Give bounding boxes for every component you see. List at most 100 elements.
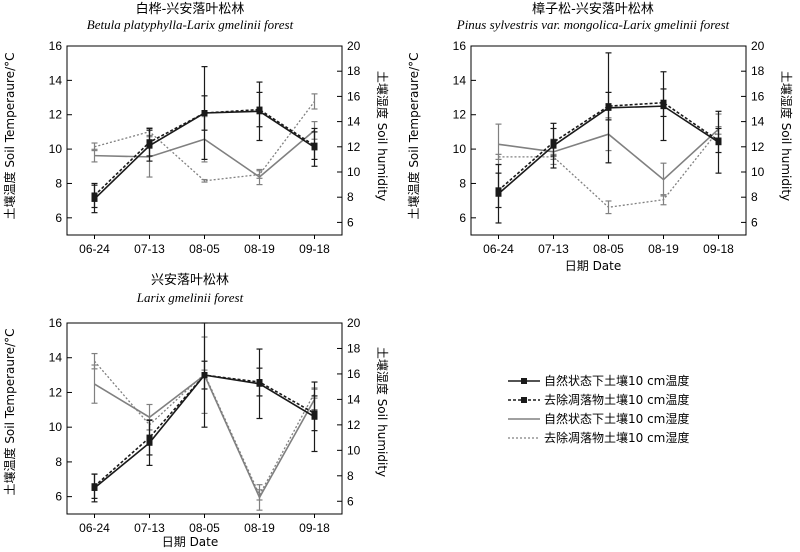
data-point-nat_t — [201, 110, 208, 117]
y-tick-label-left: 12 — [49, 385, 63, 399]
panel-title: 樟子松-兴安落叶松林 — [532, 2, 654, 17]
y-axis-label-left: 土壤温度 Soil Temperaure/°C — [2, 329, 17, 496]
y-tick-label-right: 18 — [751, 64, 765, 78]
series-line-rem_t — [497, 101, 719, 191]
x-tick-label: 07-13 — [134, 242, 165, 256]
y-tick-label-right: 16 — [751, 89, 765, 103]
legend: 自然状态下土壤10 cm温度 去除凋落物土壤10 cm温度 自然状态下土壤10 … — [508, 373, 689, 445]
y-tick-label-right: 10 — [347, 165, 361, 179]
y-tick-label-left: 10 — [49, 142, 63, 156]
legend-entry-rem-temp: 去除凋落物土壤10 cm温度 — [508, 392, 689, 407]
data-point-nat_t — [146, 439, 153, 446]
x-tick-label: 07-13 — [134, 521, 165, 535]
x-axis-label: 日期 Date — [565, 259, 622, 273]
y-tick-label-left: 16 — [49, 39, 63, 53]
panel-subtitle: Pinus sylvestris var. mongolica-Larix gm… — [456, 17, 730, 32]
x-tick-label: 08-19 — [244, 242, 275, 256]
data-point-nat_t — [91, 484, 98, 491]
plot-area: 6 8 10 12 14 16 6 8 10 12 14 16 18 20 06-24 07-13 08-05 0… — [453, 39, 765, 256]
x-tick-label: 08-19 — [648, 242, 679, 256]
y-tick-label-right: 6 — [751, 215, 758, 229]
legend-entry-rem-humidity: 去除凋落物土壤10 cm湿度 — [508, 430, 689, 445]
series-line-rem_t — [93, 108, 315, 197]
y-tick-label-right: 18 — [347, 341, 361, 355]
x-axis-label: 日期 Date — [162, 535, 219, 549]
x-tick-label: 09-18 — [299, 242, 330, 256]
data-point-nat_t — [146, 142, 153, 149]
y-tick-label-left: 10 — [453, 142, 467, 156]
y-tick-label-left: 16 — [49, 316, 63, 330]
plot-area: 6 8 10 12 14 16 6 8 10 12 14 16 18 20 06-24 07-13 08-05 0… — [49, 316, 361, 535]
y-tick-label-right: 14 — [347, 392, 361, 406]
panel-title: 兴安落叶松林 — [151, 273, 229, 288]
plot-area: 6 8 10 12 14 16 6 8 10 12 14 16 18 20 06-24 07-13 08-05 0… — [49, 39, 361, 256]
y-tick-label-right: 6 — [347, 494, 354, 508]
legend-label: 自然状态下土壤10 cm温度 — [544, 373, 689, 388]
y-tick-label-left: 6 — [459, 211, 466, 225]
y-tick-label-right: 8 — [751, 190, 758, 204]
y-tick-label-right: 8 — [347, 190, 354, 204]
data-point-nat_t — [715, 139, 722, 146]
y-tick-label-right: 14 — [751, 115, 765, 129]
legend-marker — [521, 378, 527, 384]
series-line-rem_h — [94, 101, 316, 182]
y-tick-label-left: 10 — [49, 420, 63, 434]
y-tick-label-left: 8 — [55, 455, 62, 469]
data-point-nat_t — [311, 144, 318, 151]
y-axis-label-right: 土壤湿度 Soil humidity — [375, 71, 390, 201]
y-tick-label-right: 12 — [751, 140, 765, 154]
y-tick-label-left: 14 — [453, 73, 467, 87]
data-point-nat_t — [91, 195, 98, 202]
y-tick-label-left: 12 — [453, 108, 467, 122]
data-point-nat_t — [660, 103, 667, 110]
y-axis-label-left: 土壤温度 Soil Temperaure/°C — [2, 53, 17, 220]
x-tick-label: 08-05 — [189, 242, 220, 256]
data-point-nat_t — [311, 413, 318, 420]
panel-subtitle: Larix gmelinii forest — [136, 290, 244, 305]
legend-label: 自然状态下土壤10 cm湿度 — [544, 411, 689, 426]
panel-subtitle: Betula platyphylla-Larix gmelinii forest — [87, 17, 294, 32]
y-tick-label-right: 20 — [347, 39, 361, 53]
x-tick-label: 07-13 — [538, 242, 569, 256]
y-tick-label-left: 8 — [55, 176, 62, 190]
y-tick-label-right: 12 — [347, 140, 361, 154]
y-tick-label-right: 14 — [347, 115, 361, 129]
data-point-nat_t — [256, 108, 263, 115]
y-tick-label-left: 16 — [453, 39, 467, 53]
x-tick-label: 08-19 — [244, 521, 275, 535]
legend-entry-nat-temp: 自然状态下土壤10 cm温度 — [508, 373, 689, 388]
y-tick-label-right: 10 — [347, 443, 361, 457]
x-tick-label: 08-05 — [189, 521, 220, 535]
x-tick-label: 06-24 — [79, 521, 110, 535]
y-tick-label-right: 12 — [347, 418, 361, 432]
y-tick-label-right: 8 — [347, 469, 354, 483]
x-tick-label: 08-05 — [593, 242, 624, 256]
y-tick-label-right: 16 — [347, 367, 361, 381]
y-tick-label-right: 20 — [751, 39, 765, 53]
x-tick-label: 09-18 — [703, 242, 734, 256]
data-point-nat_t — [605, 104, 612, 111]
x-tick-label: 06-24 — [79, 242, 110, 256]
legend-label: 去除凋落物土壤10 cm湿度 — [544, 430, 689, 445]
x-tick-label: 06-24 — [483, 242, 514, 256]
legend-marker — [521, 397, 527, 403]
panel-pinus-larix: 樟子松-兴安落叶松林 Pinus sylvestris var. mongoli… — [406, 2, 794, 273]
y-tick-label-left: 8 — [459, 176, 466, 190]
y-axis-label-right: 土壤湿度 Soil humidity — [779, 71, 794, 201]
y-tick-label-right: 18 — [347, 64, 361, 78]
legend-entry-nat-humidity: 自然状态下土壤10 cm湿度 — [508, 411, 689, 426]
y-tick-label-right: 10 — [751, 165, 765, 179]
panel-larix: 兴安落叶松林 Larix gmelinii forest 土壤温度 Soil T… — [2, 273, 390, 549]
panel-title: 白桦-兴安落叶松林 — [136, 1, 245, 17]
y-tick-label-right: 20 — [347, 316, 361, 330]
x-tick-label: 09-18 — [299, 521, 330, 535]
data-point-nat_t — [201, 372, 208, 379]
data-point-nat_t — [256, 380, 263, 387]
y-axis-label-left: 土壤温度 Soil Temperaure/°C — [406, 53, 421, 220]
series-line-rem_h — [498, 130, 720, 208]
series-line-rem_h — [94, 360, 316, 497]
y-tick-label-left: 12 — [49, 108, 63, 122]
y-tick-label-right: 6 — [347, 215, 354, 229]
y-tick-label-left: 6 — [55, 211, 62, 225]
